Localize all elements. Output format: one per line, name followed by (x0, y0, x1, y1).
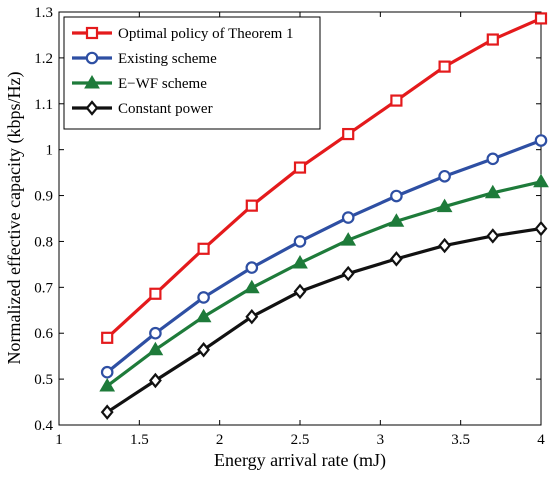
legend-item: Constant power (72, 100, 213, 117)
legend-marker (85, 26, 99, 40)
series-line (106, 16, 542, 339)
legend-marker (85, 51, 99, 65)
data-point (533, 173, 549, 188)
legend-label: Existing scheme (118, 51, 217, 67)
data-point (100, 404, 114, 420)
x-tick-label: 4 (537, 432, 545, 448)
data-point (534, 220, 548, 237)
data-point (243, 279, 260, 294)
data-point (390, 94, 403, 107)
legend: Optimal policy of Theorem 1 Existing sche… (63, 16, 321, 130)
y-tick-label: 1.3 (34, 5, 53, 21)
data-point (438, 237, 452, 254)
data-point (197, 342, 211, 358)
legend-label: E−WF scheme (118, 76, 207, 92)
data-point (245, 261, 259, 274)
series-2 (99, 173, 549, 392)
series-1 (100, 134, 548, 379)
data-point (438, 169, 451, 183)
data-point (341, 265, 355, 282)
y-axis-title: Normalized effective capacity (kbps/Hz) (4, 71, 25, 364)
y-tick-label: 1.2 (34, 51, 53, 67)
y-tick-label: 0.9 (34, 189, 53, 205)
data-point (534, 134, 548, 147)
data-point (245, 199, 258, 212)
data-point (436, 198, 453, 213)
x-tick-label: 1 (55, 432, 63, 448)
data-point (197, 291, 210, 304)
data-point (342, 127, 355, 141)
series-lines (99, 12, 549, 420)
data-point (293, 161, 307, 174)
x-tick-label: 2 (216, 432, 224, 448)
data-point (486, 228, 500, 244)
data-point (149, 287, 162, 300)
data-point (292, 255, 308, 269)
data-point (100, 365, 114, 379)
y-tick-label: 0.5 (34, 372, 53, 388)
x-tick-label: 3.5 (451, 432, 470, 448)
data-point (486, 33, 499, 46)
y-tick-label: 0.8 (34, 234, 53, 250)
legend-label: Optimal policy of Theorem 1 (118, 26, 294, 42)
data-point (101, 331, 114, 344)
series-3 (100, 220, 548, 420)
data-point (438, 60, 451, 73)
data-point (147, 341, 164, 356)
x-axis-title: Energy arrival rate (mJ) (214, 450, 386, 471)
series-line (106, 227, 542, 414)
x-tick-label: 3 (377, 432, 385, 448)
data-point (197, 242, 210, 255)
legend-label: Constant power (118, 101, 213, 117)
y-tick-label: 0.6 (34, 326, 53, 342)
legend-box (63, 16, 321, 130)
data-point (486, 152, 500, 166)
data-point (293, 235, 307, 248)
ticks: 1 1.5 2 2.5 3 3.5 4 0.4 0.5 0.6 0.7 0.8 0.9 1 1.1 1.2 1.… (34, 5, 545, 448)
data-point (149, 326, 162, 340)
data-point (388, 213, 405, 227)
data-point (293, 283, 307, 300)
data-point (390, 189, 403, 203)
y-tick-label: 1.1 (34, 97, 53, 113)
series-line (106, 180, 542, 388)
data-point (484, 184, 501, 199)
data-point (99, 378, 116, 392)
y-tick-label: 0.7 (34, 280, 53, 296)
data-point (534, 12, 548, 25)
data-point (341, 211, 355, 224)
y-tick-label: 1 (46, 143, 54, 159)
series-line (106, 138, 542, 374)
legend-item: Optimal policy of Theorem 1 (72, 26, 294, 42)
data-point (340, 232, 357, 246)
x-tick-label: 1.5 (130, 432, 149, 448)
data-point (148, 372, 162, 389)
data-point (195, 308, 212, 323)
data-point (245, 308, 259, 325)
legend-marker (85, 100, 99, 116)
legend-item: Existing scheme (72, 51, 217, 67)
data-point (389, 251, 403, 267)
legend-item: E−WF scheme (72, 75, 207, 92)
y-tick-label: 0.4 (34, 418, 53, 434)
legend-marker (84, 75, 100, 89)
x-tick-label: 2.5 (291, 432, 310, 448)
series-0 (101, 12, 548, 344)
